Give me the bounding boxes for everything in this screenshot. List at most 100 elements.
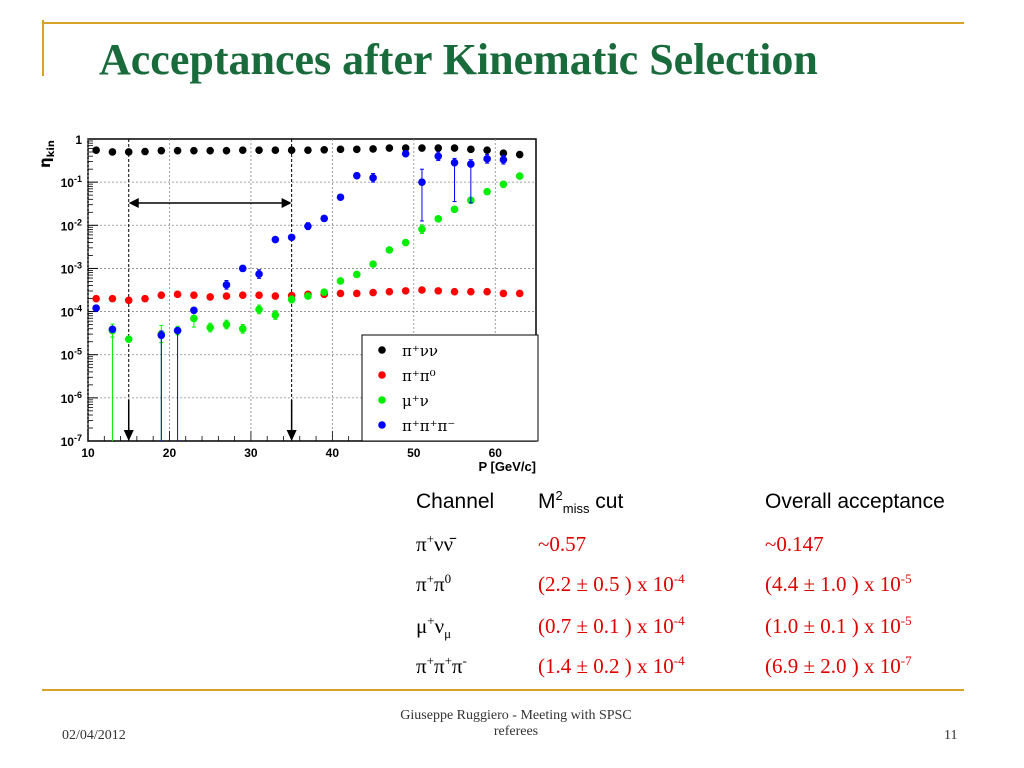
legend-marker — [378, 396, 386, 404]
selection-arrow-head — [123, 430, 134, 441]
data-point — [353, 171, 361, 180]
data-point — [222, 146, 231, 155]
y-tick-label: 10-7 — [61, 433, 82, 449]
data-point — [499, 155, 508, 164]
row1-acc: ~0.147 — [765, 532, 824, 556]
footer-center-line1: Giuseppe Ruggiero - Meeting with SPSC — [400, 708, 632, 723]
data-point — [320, 214, 329, 223]
data-point — [255, 270, 263, 278]
data-point — [255, 291, 263, 299]
data-point — [92, 304, 100, 312]
data-point — [483, 287, 491, 296]
data-point — [320, 145, 329, 154]
legend-label: π⁺π⁺π⁻ — [402, 417, 455, 435]
data-point — [515, 289, 524, 298]
data-point — [450, 205, 459, 214]
y-tick-label: 10-1 — [61, 174, 82, 190]
data-point — [190, 291, 198, 299]
data-point — [499, 180, 508, 189]
legend-label: π⁺π⁰ — [402, 367, 436, 385]
data-point — [222, 320, 231, 329]
row3-cut: (0.7 ± 0.1 ) x 10-4 — [538, 613, 685, 638]
data-point — [157, 331, 166, 340]
data-point — [92, 294, 100, 303]
row3-acc: (1.0 ± 0.1 ) x 10-5 — [765, 613, 912, 638]
row1-cut: ~0.57 — [538, 532, 587, 556]
data-point — [385, 246, 394, 254]
data-point — [124, 296, 133, 305]
y-tick-label: 1 — [75, 133, 82, 147]
data-point — [141, 147, 149, 156]
data-point — [238, 146, 247, 155]
data-point — [304, 292, 312, 300]
y-tick-label: 10-6 — [61, 390, 82, 406]
data-point — [369, 288, 377, 297]
data-point — [336, 193, 345, 202]
footer-center: Giuseppe Ruggiero - Meeting with SPSC re… — [376, 708, 656, 740]
y-tick-label: 10-4 — [61, 304, 82, 320]
data-point — [401, 238, 410, 247]
slide-title: Acceptances after Kinematic Selection — [99, 35, 818, 84]
data-point — [483, 155, 491, 163]
row4-channel: π+π+π- — [416, 653, 467, 678]
data-point — [238, 325, 247, 333]
data-point — [287, 233, 296, 242]
data-point — [336, 145, 345, 154]
legend-marker — [378, 371, 386, 379]
data-point — [206, 293, 214, 301]
y-tick-label: 10-2 — [61, 217, 82, 233]
footer-divider — [42, 689, 964, 691]
row4-acc: (6.9 ± 2.0 ) x 10-7 — [765, 653, 912, 678]
footer-date: 02/04/2012 — [62, 728, 126, 743]
data-point — [271, 235, 280, 244]
range-arrow-left-head — [128, 198, 139, 208]
data-point — [369, 145, 377, 153]
row4-cut: (1.4 ± 0.2 ) x 10-4 — [538, 653, 685, 678]
data-point — [450, 287, 459, 296]
x-tick-label: 20 — [163, 446, 177, 460]
selection-arrow-head — [286, 430, 297, 441]
legend-label: μ⁺ν — [402, 392, 429, 410]
x-tick-label: 10 — [81, 446, 95, 460]
data-point — [320, 288, 329, 296]
x-axis-label: P [GeV/c] — [478, 459, 536, 474]
data-point — [108, 294, 117, 303]
header-overall: Overall acceptance — [765, 490, 945, 513]
legend-label: π⁺νν — [402, 342, 438, 360]
data-point — [255, 146, 263, 155]
data-point — [336, 277, 345, 285]
data-point — [385, 144, 394, 152]
data-point — [157, 146, 166, 155]
data-point — [418, 178, 426, 186]
x-tick-label: 60 — [489, 446, 503, 460]
data-point — [124, 335, 133, 343]
data-point — [190, 306, 198, 315]
data-point — [515, 172, 524, 180]
y-tick-label: 10-5 — [61, 347, 82, 363]
data-point — [353, 289, 361, 298]
y-axis-label: ηkin — [36, 140, 57, 168]
x-tick-label: 50 — [407, 446, 421, 460]
data-point — [238, 291, 247, 299]
row2-acc: (4.4 ± 1.0 ) x 10-5 — [765, 571, 912, 596]
y-tick-label: 10-3 — [61, 260, 82, 276]
legend-marker — [378, 346, 386, 354]
data-point — [271, 292, 280, 300]
data-point — [483, 146, 491, 155]
row3-channel: μ+νμ — [416, 613, 452, 642]
header-cut: M2miss cut — [538, 488, 624, 517]
data-point — [141, 294, 149, 303]
title-accent-vertical — [42, 20, 44, 76]
data-point — [255, 305, 263, 314]
data-point — [190, 314, 198, 323]
title-accent-horizontal — [42, 22, 964, 24]
data-point — [108, 325, 117, 334]
data-point — [467, 287, 475, 296]
acceptance-chart: 1 10-1 10-2 10-3 10-4 10-5 10-6 10-710 20 30 40 50 6… — [36, 133, 539, 474]
data-point — [450, 158, 459, 167]
data-point — [108, 148, 117, 156]
data-point — [222, 281, 231, 289]
data-point — [287, 295, 296, 304]
data-point — [173, 146, 182, 155]
x-tick-label: 40 — [326, 446, 340, 460]
